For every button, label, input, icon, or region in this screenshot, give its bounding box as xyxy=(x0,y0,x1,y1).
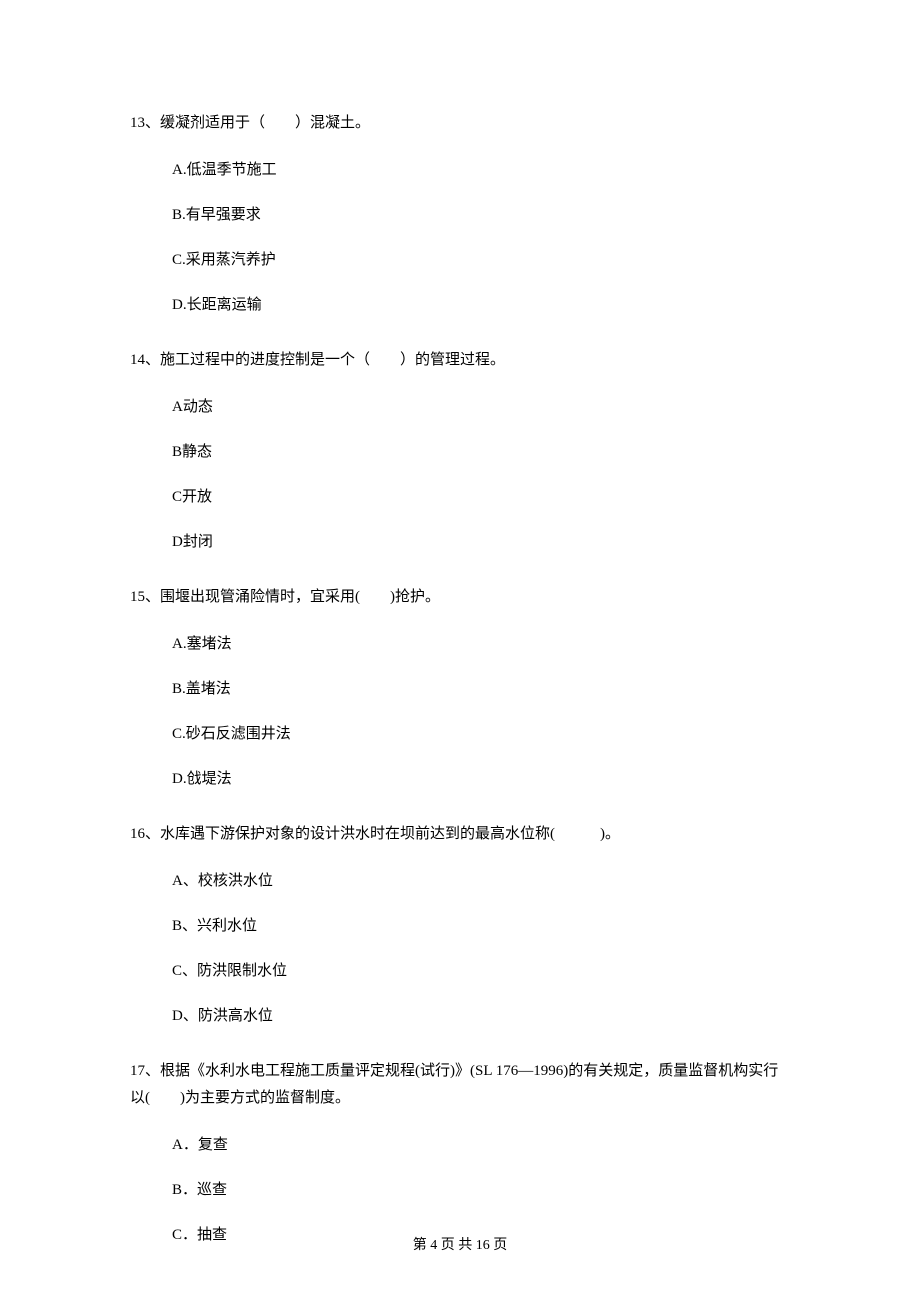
option-c: C、防洪限制水位 xyxy=(172,958,790,985)
question-body: 根据《水利水电工程施工质量评定规程(试行)》(SL 176—1996)的有关规定… xyxy=(130,1063,778,1106)
option-c: C.砂石反滤围井法 xyxy=(172,721,790,748)
question-body: 围堰出现管涌险情时，宜采用( )抢护。 xyxy=(160,589,440,605)
question-stem: 17、根据《水利水电工程施工质量评定规程(试行)》(SL 176—1996)的有… xyxy=(130,1058,790,1112)
question-number: 17、 xyxy=(130,1063,160,1079)
option-d: D.长距离运输 xyxy=(172,292,790,319)
option-c: C.采用蒸汽养护 xyxy=(172,247,790,274)
question-14: 14、施工过程中的进度控制是一个（ ）的管理过程。 A动态 B静态 C开放 D封… xyxy=(130,347,790,556)
question-body: 水库遇下游保护对象的设计洪水时在坝前达到的最高水位称( )。 xyxy=(160,826,620,842)
question-stem: 13、缓凝剂适用于（ ）混凝土。 xyxy=(130,110,790,137)
question-stem: 16、水库遇下游保护对象的设计洪水时在坝前达到的最高水位称( )。 xyxy=(130,821,790,848)
question-15: 15、围堰出现管涌险情时，宜采用( )抢护。 A.塞堵法 B.盖堵法 C.砂石反… xyxy=(130,584,790,793)
option-b: B．巡查 xyxy=(172,1177,790,1204)
question-stem: 14、施工过程中的进度控制是一个（ ）的管理过程。 xyxy=(130,347,790,374)
option-d: D、防洪高水位 xyxy=(172,1003,790,1030)
question-13: 13、缓凝剂适用于（ ）混凝土。 A.低温季节施工 B.有早强要求 C.采用蒸汽… xyxy=(130,110,790,319)
page-number: 第 4 页 共 16 页 xyxy=(413,1238,508,1253)
question-16: 16、水库遇下游保护对象的设计洪水时在坝前达到的最高水位称( )。 A、校核洪水… xyxy=(130,821,790,1030)
option-c: C开放 xyxy=(172,484,790,511)
option-b: B.有早强要求 xyxy=(172,202,790,229)
option-b: B、兴利水位 xyxy=(172,913,790,940)
question-body: 施工过程中的进度控制是一个（ ）的管理过程。 xyxy=(160,352,505,368)
option-a: A动态 xyxy=(172,394,790,421)
question-stem: 15、围堰出现管涌险情时，宜采用( )抢护。 xyxy=(130,584,790,611)
question-body: 缓凝剂适用于（ ）混凝土。 xyxy=(160,115,370,131)
question-number: 16、 xyxy=(130,826,160,842)
option-d: D封闭 xyxy=(172,529,790,556)
question-number: 15、 xyxy=(130,589,160,605)
question-17: 17、根据《水利水电工程施工质量评定规程(试行)》(SL 176—1996)的有… xyxy=(130,1058,790,1249)
option-b: B.盖堵法 xyxy=(172,676,790,703)
option-b: B静态 xyxy=(172,439,790,466)
document-content: 13、缓凝剂适用于（ ）混凝土。 A.低温季节施工 B.有早强要求 C.采用蒸汽… xyxy=(130,110,790,1249)
option-a: A.低温季节施工 xyxy=(172,157,790,184)
option-d: D.戗堤法 xyxy=(172,766,790,793)
option-a: A.塞堵法 xyxy=(172,631,790,658)
option-a: A、校核洪水位 xyxy=(172,868,790,895)
page-footer: 第 4 页 共 16 页 xyxy=(0,1234,920,1254)
question-number: 14、 xyxy=(130,352,160,368)
question-number: 13、 xyxy=(130,115,160,131)
option-a: A．复查 xyxy=(172,1132,790,1159)
